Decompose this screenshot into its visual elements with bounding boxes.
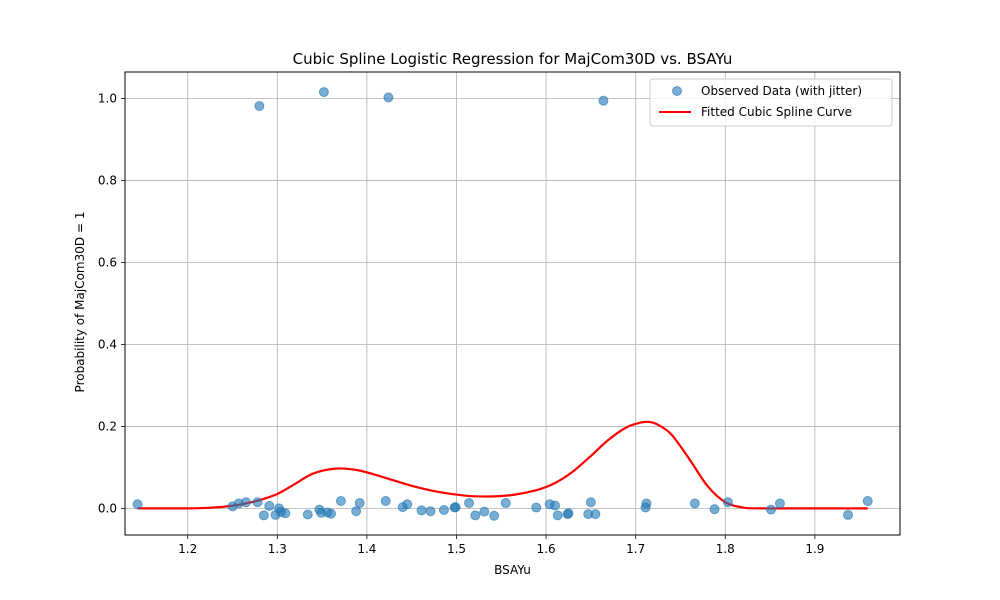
observed-data-point <box>258 510 269 521</box>
observed-data-point <box>402 499 413 510</box>
legend-frame <box>649 78 893 127</box>
observed-data-point <box>380 495 391 506</box>
observed-data-point <box>318 87 329 98</box>
observed-data-point <box>383 92 394 103</box>
observed-data-point <box>240 497 251 508</box>
observed-data-point <box>765 504 776 515</box>
observed-data-point <box>590 509 601 520</box>
observed-data-point <box>450 502 461 513</box>
legend-label-observed: Observed Data (with jitter) <box>701 84 862 98</box>
chart-title: Cubic Spline Logistic Regression for Maj… <box>293 50 733 68</box>
x-tick-label: 1.9 <box>805 542 824 556</box>
observed-data-point <box>302 509 313 520</box>
observed-data-point <box>585 497 596 508</box>
observed-data-point <box>550 500 561 511</box>
y-axis-title: Probability of MajCom30D = 1 <box>73 212 87 393</box>
observed-data-point <box>774 498 785 509</box>
y-tick-label: 0.0 <box>98 501 117 515</box>
plot-frame <box>124 71 901 536</box>
x-axis-title: BSAYu <box>494 563 531 577</box>
y-tick-label: 0.6 <box>98 256 117 270</box>
tick-layer: 1.2 1.3 1.4 1.5 1.6 1.7 1.8 1.9 0.0 0.2 0.4 0.6 0.8 1… <box>98 92 825 556</box>
observed-data-point <box>252 497 263 508</box>
observed-data-point <box>563 508 574 519</box>
observed-data-point <box>843 509 854 520</box>
x-tick-label: 1.4 <box>357 542 376 556</box>
y-tick-label: 1.0 <box>98 92 117 106</box>
observed-data-point <box>438 505 449 516</box>
y-tick-label: 0.2 <box>98 419 117 433</box>
observed-data-point <box>641 498 652 509</box>
x-tick-label: 1.8 <box>716 542 735 556</box>
observed-data-point <box>470 510 481 521</box>
observed-data-point <box>709 504 720 515</box>
observed-data-point <box>862 495 873 506</box>
observed-data-point <box>552 510 563 521</box>
y-tick-label: 0.4 <box>98 337 117 351</box>
point-layer <box>132 87 873 521</box>
observed-data-point <box>500 498 511 509</box>
observed-data-point <box>351 506 362 517</box>
observed-data-point <box>425 506 436 517</box>
observed-data-point <box>264 500 275 511</box>
observed-data-point <box>598 95 609 106</box>
observed-data-point <box>416 505 427 516</box>
observed-data-point <box>722 497 733 508</box>
observed-data-point <box>335 495 346 506</box>
legend: Observed Data (with jitter) Fitted Cubic… <box>649 78 893 127</box>
observed-data-point <box>254 101 265 112</box>
observed-data-point <box>464 498 475 509</box>
x-tick-label: 1.6 <box>537 542 556 556</box>
x-tick-label: 1.2 <box>178 542 197 556</box>
x-tick-label: 1.7 <box>626 542 645 556</box>
observed-data-point <box>689 498 700 509</box>
observed-data-point <box>531 502 542 513</box>
x-tick-label: 1.3 <box>268 542 287 556</box>
observed-data-point <box>326 508 337 519</box>
legend-marker-observed <box>672 86 682 96</box>
observed-data-point <box>132 499 143 510</box>
observed-data-point <box>354 498 365 509</box>
observed-data-point <box>479 506 490 517</box>
observed-data-point <box>280 508 291 519</box>
y-tick-label: 0.8 <box>98 174 117 188</box>
legend-label-fitted: Fitted Cubic Spline Curve <box>701 105 852 119</box>
grid-layer <box>125 72 900 535</box>
observed-data-point <box>489 510 500 521</box>
x-tick-label: 1.5 <box>447 542 466 556</box>
